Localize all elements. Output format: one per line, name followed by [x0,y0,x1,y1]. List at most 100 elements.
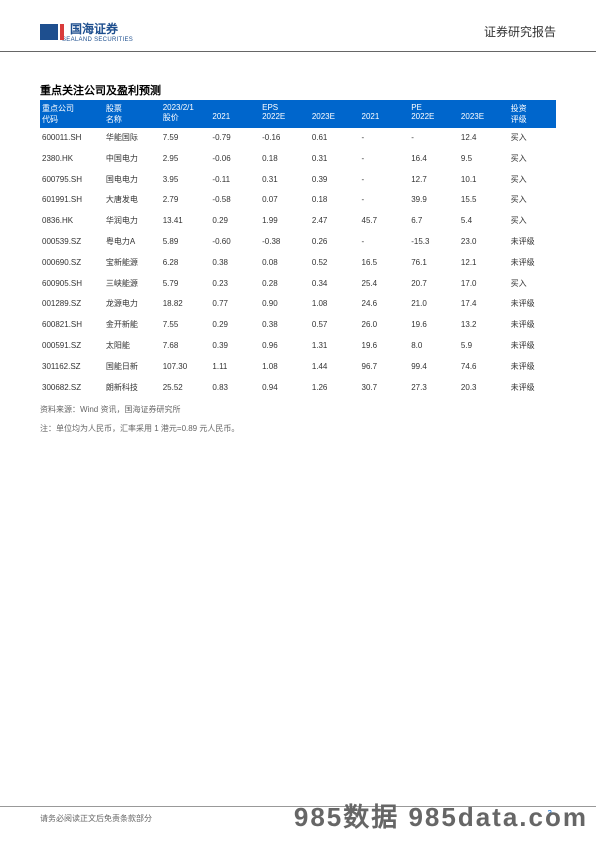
logo: 国海证券 SEALAND SECURITIES [40,20,133,43]
th-rating-2: 评级 [511,114,554,125]
cell-eps21: -0.79 [210,128,260,149]
cell-eps21: 0.23 [210,274,260,295]
th-code-1: 重点公司 [42,103,102,114]
cell-pe22: 8.0 [409,336,459,357]
cell-rating: 未评级 [509,253,556,274]
cell-pe22: 76.1 [409,253,459,274]
cell-price: 3.95 [161,170,211,191]
cell-pe21: 19.6 [360,336,410,357]
cell-pe22: 12.7 [409,170,459,191]
cell-pe22: 16.4 [409,149,459,170]
cell-price: 5.79 [161,274,211,295]
cell-pe23: 17.0 [459,274,509,295]
header-title: 证券研究报告 [484,23,556,40]
th-price-2: 股价 [163,112,209,123]
cell-eps21: 0.29 [210,315,260,336]
cell-code: 301162.SZ [40,357,104,378]
cell-eps23: 0.52 [310,253,360,274]
cell-price: 5.89 [161,232,211,253]
cell-eps23: 1.44 [310,357,360,378]
cell-pe22: 6.7 [409,211,459,232]
table-row: 000591.SZ太阳能7.680.390.961.3119.68.05.9未评… [40,336,556,357]
table-row: 301162.SZ国能日新107.301.111.081.4496.799.47… [40,357,556,378]
source-line-1: 资料来源：Wind 资讯，国海证券研究所 [40,404,556,417]
cell-code: 001289.SZ [40,294,104,315]
table-row: 000539.SZ粤电力A5.89-0.60-0.380.26--15.323.… [40,232,556,253]
cell-eps21: 0.39 [210,336,260,357]
table-title: 重点关注公司及盈利预测 [40,82,556,98]
table-row: 600905.SH三峡能源5.790.230.280.3425.420.717.… [40,274,556,295]
cell-name: 金开新能 [104,315,161,336]
cell-pe21: - [360,149,410,170]
cell-pe23: 13.2 [459,315,509,336]
cell-code: 000690.SZ [40,253,104,274]
cell-pe23: 15.5 [459,190,509,211]
cell-pe23: 9.5 [459,149,509,170]
th-name-2: 名称 [106,114,159,125]
cell-eps23: 0.61 [310,128,360,149]
th-rating-1: 投资 [511,103,554,114]
cell-eps21: -0.60 [210,232,260,253]
cell-name: 朗新科技 [104,378,161,399]
cell-eps23: 2.47 [310,211,360,232]
cell-eps21: -0.06 [210,149,260,170]
cell-name: 华润电力 [104,211,161,232]
cell-code: 600011.SH [40,128,104,149]
cell-eps22: 1.99 [260,211,310,232]
cell-eps22: 0.08 [260,253,310,274]
cell-pe21: - [360,190,410,211]
cell-pe21: - [360,232,410,253]
cell-name: 太阳能 [104,336,161,357]
th-eps-group: EPS [262,103,308,112]
cell-pe23: 12.4 [459,128,509,149]
cell-eps21: 0.38 [210,253,260,274]
cell-price: 6.28 [161,253,211,274]
th-eps22: 2022E [262,112,308,121]
cell-pe21: 16.5 [360,253,410,274]
cell-eps22: 0.38 [260,315,310,336]
cell-eps21: 0.83 [210,378,260,399]
cell-pe23: 74.6 [459,357,509,378]
cell-code: 0836.HK [40,211,104,232]
cell-name: 中国电力 [104,149,161,170]
cell-pe22: 39.9 [409,190,459,211]
footer-disclaimer: 请务必阅读正文后免责条款部分 [40,813,152,824]
logo-text-cn: 国海证券 [70,20,133,37]
cell-code: 300682.SZ [40,378,104,399]
cell-name: 国电电力 [104,170,161,191]
cell-name: 龙源电力 [104,294,161,315]
cell-rating: 未评级 [509,357,556,378]
cell-code: 601991.SH [40,190,104,211]
th-eps21: 2021 [212,112,258,121]
cell-eps22: 0.18 [260,149,310,170]
cell-eps21: -0.58 [210,190,260,211]
cell-eps22: 0.96 [260,336,310,357]
cell-eps23: 0.31 [310,149,360,170]
cell-code: 2380.HK [40,149,104,170]
cell-rating: 买入 [509,190,556,211]
cell-eps21: -0.11 [210,170,260,191]
th-eps23: 2023E [312,112,358,121]
cell-name: 粤电力A [104,232,161,253]
th-pe21: 2021 [362,112,408,121]
logo-icon [40,24,58,40]
cell-eps22: -0.38 [260,232,310,253]
cell-code: 600795.SH [40,170,104,191]
content: 重点关注公司及盈利预测 重点公司代码 股票名称 2023/2/1股价 2021 … [0,52,596,436]
table-row: 600821.SH金开新能7.550.290.380.5726.019.613.… [40,315,556,336]
cell-eps23: 0.18 [310,190,360,211]
cell-pe22: -15.3 [409,232,459,253]
cell-rating: 未评级 [509,336,556,357]
cell-eps21: 0.29 [210,211,260,232]
cell-name: 三峡能源 [104,274,161,295]
page-header: 国海证券 SEALAND SECURITIES 证券研究报告 [0,0,596,52]
cell-price: 2.79 [161,190,211,211]
cell-rating: 买入 [509,128,556,149]
th-price-1: 2023/2/1 [163,103,209,112]
cell-eps22: 0.90 [260,294,310,315]
cell-pe22: - [409,128,459,149]
cell-price: 2.95 [161,149,211,170]
cell-price: 7.55 [161,315,211,336]
cell-rating: 买入 [509,170,556,191]
cell-name: 宝新能源 [104,253,161,274]
